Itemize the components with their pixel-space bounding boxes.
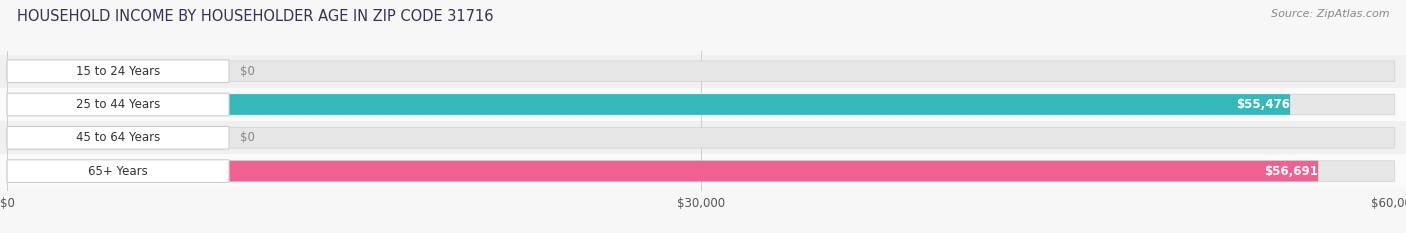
FancyBboxPatch shape <box>7 127 129 148</box>
FancyBboxPatch shape <box>7 60 229 82</box>
FancyBboxPatch shape <box>7 94 1395 115</box>
Text: $0: $0 <box>240 131 254 144</box>
Text: $0: $0 <box>240 65 254 78</box>
FancyBboxPatch shape <box>7 93 229 116</box>
Bar <box>0 88 1406 121</box>
FancyBboxPatch shape <box>7 127 229 149</box>
FancyBboxPatch shape <box>7 161 1319 182</box>
FancyBboxPatch shape <box>7 127 1395 148</box>
Text: HOUSEHOLD INCOME BY HOUSEHOLDER AGE IN ZIP CODE 31716: HOUSEHOLD INCOME BY HOUSEHOLDER AGE IN Z… <box>17 9 494 24</box>
Text: 65+ Years: 65+ Years <box>89 164 148 178</box>
FancyBboxPatch shape <box>7 160 229 182</box>
Text: 15 to 24 Years: 15 to 24 Years <box>76 65 160 78</box>
FancyBboxPatch shape <box>7 161 1395 182</box>
Bar <box>0 55 1406 88</box>
FancyBboxPatch shape <box>7 94 1291 115</box>
Text: $55,476: $55,476 <box>1236 98 1291 111</box>
Text: $56,691: $56,691 <box>1264 164 1319 178</box>
Bar <box>0 121 1406 154</box>
FancyBboxPatch shape <box>7 61 129 82</box>
Text: 25 to 44 Years: 25 to 44 Years <box>76 98 160 111</box>
Text: 45 to 64 Years: 45 to 64 Years <box>76 131 160 144</box>
Bar <box>0 154 1406 188</box>
Text: Source: ZipAtlas.com: Source: ZipAtlas.com <box>1271 9 1389 19</box>
FancyBboxPatch shape <box>7 61 1395 82</box>
